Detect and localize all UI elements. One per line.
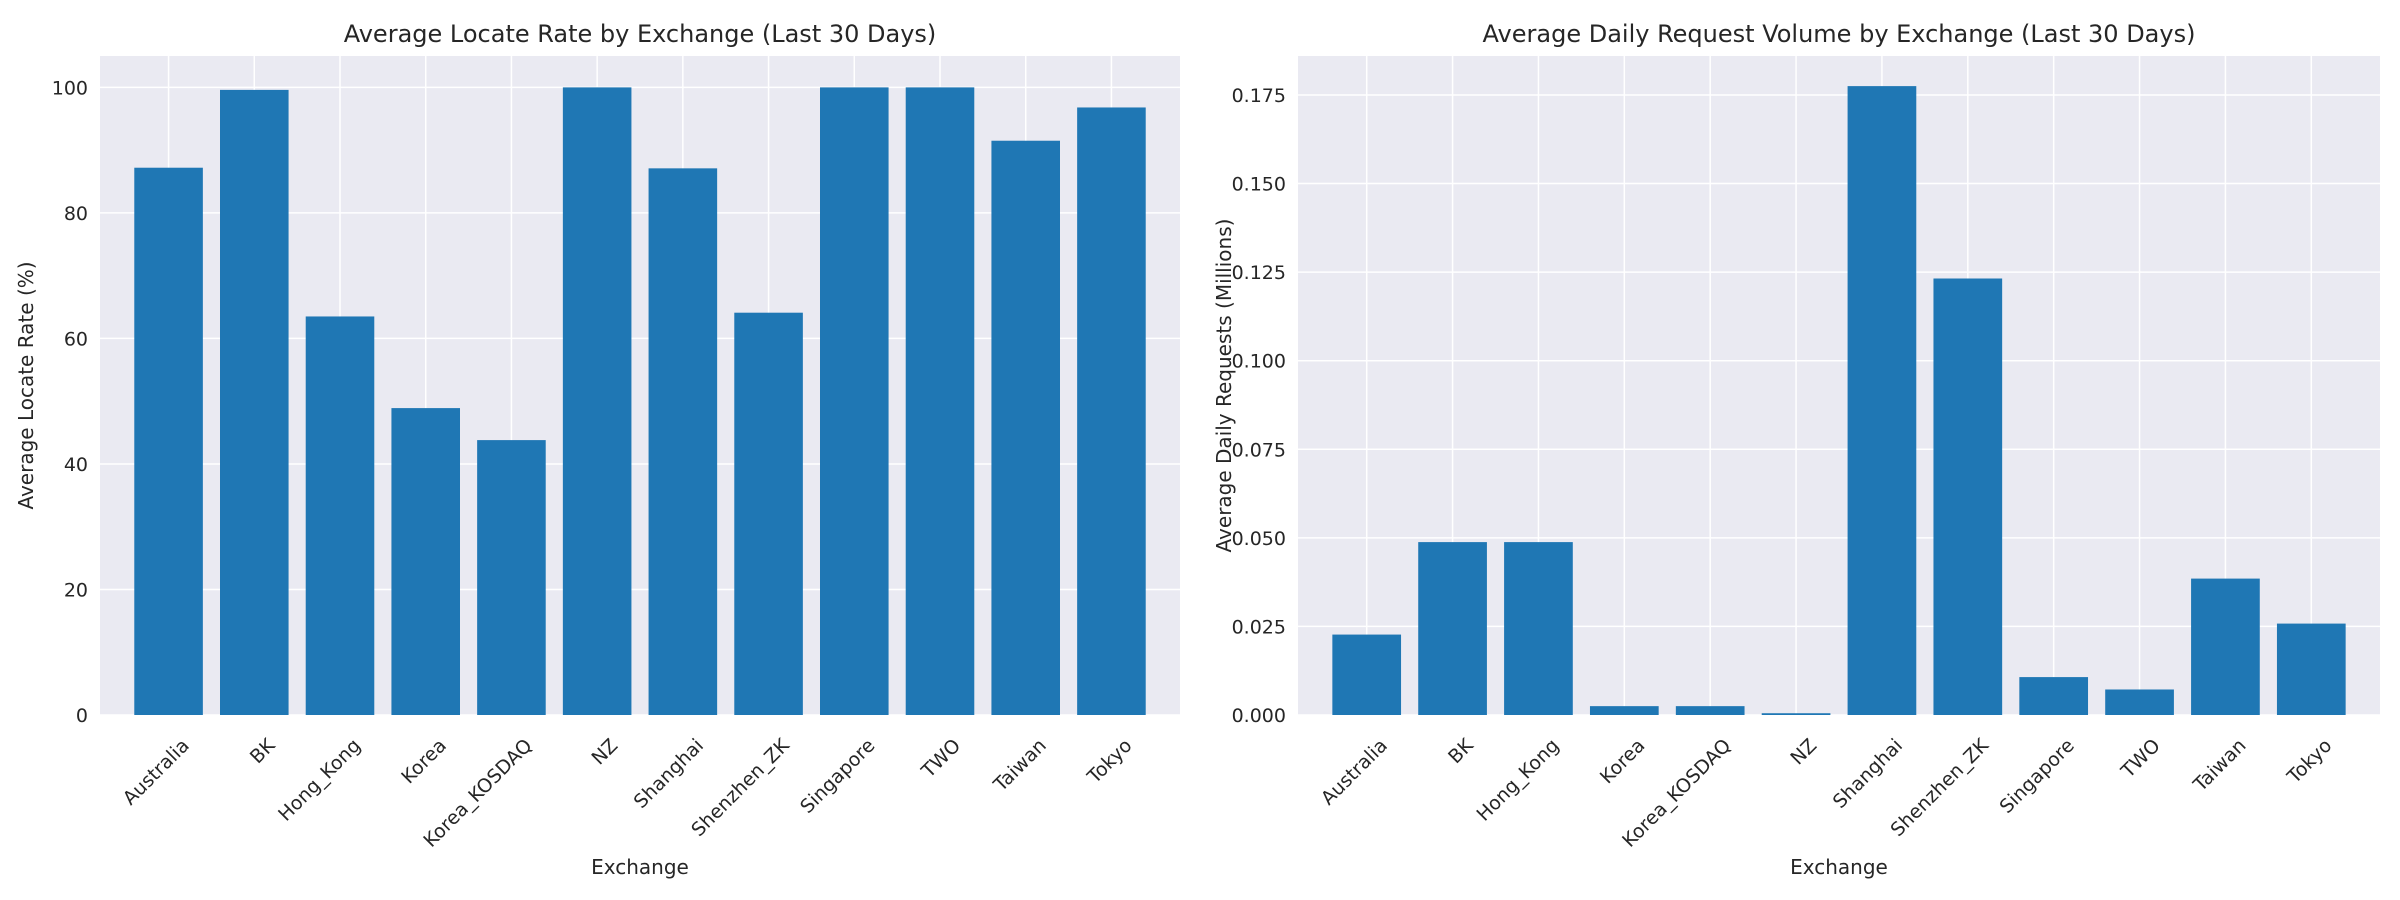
locate-rate-x-tick-label: Shanghai [630,735,708,813]
request-volume-chart-title: Average Daily Request Volume by Exchange… [1483,20,2196,48]
request-volume-bar-taiwan [2191,578,2260,715]
locate-rate-x-tick-label: TWO [917,735,965,783]
locate-rate-bar-shenzhen-zk [734,312,803,715]
locate-rate-x-tick-label: Australia [119,735,194,810]
locate-rate-y-tick-label: 80 [64,203,88,225]
locate-rate-y-tick-label: 60 [64,328,88,350]
locate-rate-bar-singapore [820,87,889,715]
request-volume-chart: 0.000 0.025 0.050 0.075 0.100 0.125 0.150 0.175… [1212,20,2380,879]
request-volume-x-tick-label: Korea [1596,735,1650,789]
request-volume-x-tick-label: BK [1444,734,1478,768]
request-volume-y-tick-label: 0.125 [1232,262,1286,284]
locate-rate-x-tick-label: BK [246,734,280,768]
request-volume-y-axis-label: Average Daily Requests (Millions) [1212,219,1236,553]
request-volume-bar-singapore [2019,677,2089,715]
locate-rate-y-axis-label: Average Locate Rate (%) [14,261,38,509]
locate-rate-y-tick-label: 0 [76,705,88,727]
request-volume-y-tick-label: 0.050 [1232,528,1286,550]
request-volume-y-tick-label: 0.025 [1232,616,1286,638]
request-volume-y-tick-label: 0.150 [1232,174,1286,196]
locate-rate-bar-taiwan [991,140,1060,715]
locate-rate-chart-title: Average Locate Rate by Exchange (Last 30… [344,20,937,48]
request-volume-bar-shanghai [1847,86,1917,715]
locate-rate-bar-hong-kong [305,316,375,715]
locate-rate-x-tick-label: Tokyo [1083,735,1137,789]
locate-rate-bar-bk [220,89,289,716]
request-volume-bar-korea-kosdaq [1675,706,1745,715]
locate-rate-bar-shanghai [648,168,718,715]
request-volume-x-tick-label: Taiwan [2189,735,2251,797]
request-volume-y-ticks: 0.000 0.025 0.050 0.075 0.100 0.125 0.150 0.175 [1232,85,1286,727]
request-volume-x-tick-label: Shanghai [1829,735,1907,813]
request-volume-x-axis-label: Exchange [1790,855,1888,879]
request-volume-bar-bk [1418,542,1487,715]
locate-rate-x-tick-label: Singapore [796,735,879,818]
request-volume-bar-two [2105,689,2174,715]
locate-rate-y-tick-label: 100 [52,77,88,99]
locate-rate-y-tick-label: 20 [64,579,88,601]
request-volume-x-tick-label: TWO [2116,735,2164,783]
request-volume-y-tick-label: 0.075 [1232,439,1286,461]
locate-rate-bar-australia [134,167,203,715]
locate-rate-bar-two [905,87,975,715]
locate-rate-x-tick-label: Hong_Kong [274,735,365,826]
locate-rate-x-tick-label: NZ [587,735,622,770]
request-volume-y-tick-label: 0.100 [1232,351,1286,373]
locate-rate-bar-korea-kosdaq [477,440,546,715]
request-volume-bar-shenzhen-zk [1933,278,2003,715]
request-volume-x-tick-label: Australia [1317,735,1392,810]
locate-rate-y-ticks: 0 20 40 60 80 100 [52,77,88,727]
request-volume-x-tick-label: Singapore [1995,735,2078,818]
request-volume-bar-hong-kong [1504,542,1573,715]
request-volume-bar-korea [1589,706,1659,715]
request-volume-bar-tokyo [2276,623,2346,715]
request-volume-bar-australia [1332,634,1402,715]
locate-rate-bar-korea [391,408,460,715]
locate-rate-bar-nz [562,87,632,715]
locate-rate-x-tick-label: Taiwan [989,735,1051,797]
request-volume-y-tick-label: 0.175 [1232,85,1286,107]
locate-rate-bars [134,87,1146,716]
locate-rate-x-axis-label: Exchange [591,855,689,879]
request-volume-x-tick-label: NZ [1786,735,1821,770]
locate-rate-x-tick-label: Korea [397,735,451,789]
request-volume-bar-nz [1761,713,1831,715]
request-volume-bars [1332,86,2346,715]
locate-rate-y-tick-label: 40 [64,454,88,476]
request-volume-y-tick-label: 0.000 [1232,705,1286,727]
locate-rate-bar-tokyo [1077,107,1146,715]
request-volume-x-tick-label: Tokyo [2283,735,2337,789]
request-volume-x-tick-label: Hong_Kong [1473,735,1564,826]
